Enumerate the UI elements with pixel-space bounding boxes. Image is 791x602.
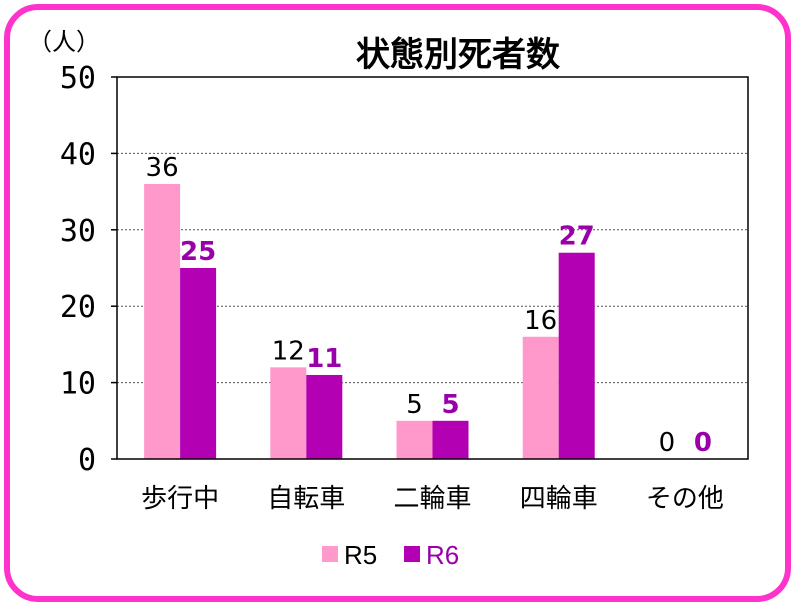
data-label-r6-3: 27 <box>559 222 595 252</box>
gridlines <box>117 152 748 384</box>
data-label-r5-4: 0 <box>659 428 676 458</box>
bar-r5-0 <box>144 183 181 459</box>
bar-r5-1 <box>270 367 307 459</box>
data-label-r6-0: 25 <box>180 237 216 267</box>
y-tick-label-0: 0 <box>78 443 96 478</box>
bar-r5-3 <box>522 336 559 459</box>
y-tick-label-2: 20 <box>60 290 96 325</box>
legend-label-r5: R5 <box>344 540 377 570</box>
plot-frame <box>116 76 749 460</box>
x-tick-label-0: 歩行中 <box>141 484 219 514</box>
y-ticks: 0 10 20 30 40 50 <box>60 61 117 478</box>
bars <box>144 183 595 459</box>
y-axis-unit: （人） <box>28 28 100 56</box>
data-label-r5-1: 12 <box>272 336 305 366</box>
data-label-r5-3: 16 <box>524 306 557 336</box>
x-tick-label-1: 自転車 <box>267 484 345 514</box>
data-label-r5-0: 36 <box>146 153 179 183</box>
data-label-r6-4: 0 <box>694 428 712 458</box>
y-tick-label-1: 10 <box>60 367 96 402</box>
bar-r5-2 <box>396 420 433 459</box>
legend-label-r6: R6 <box>426 540 459 570</box>
data-label-r6-2: 5 <box>441 390 459 420</box>
data-label-r5-2: 5 <box>406 390 423 420</box>
x-tick-label-4: その他 <box>646 484 724 514</box>
bar-r6-2 <box>432 420 469 459</box>
x-ticks: 歩行中 自転車 二輪車 四輪車 その他 <box>141 484 724 514</box>
axes <box>116 76 749 460</box>
y-tick-label-5: 50 <box>60 61 96 96</box>
chart-title: 状態別死者数 <box>356 35 560 75</box>
legend: R5 R6 <box>322 540 459 570</box>
bar-r6-3 <box>558 252 595 459</box>
data-label-r6-1: 11 <box>306 344 342 374</box>
y-tick-label-4: 40 <box>60 137 96 172</box>
legend-swatch-r6 <box>404 546 420 562</box>
legend-swatch-r5 <box>322 546 338 562</box>
y-tick-label-3: 30 <box>60 214 96 249</box>
x-tick-label-2: 二輪車 <box>393 484 471 514</box>
bar-r6-0 <box>180 268 217 459</box>
chart-frame <box>4 4 791 602</box>
data-labels: 36 25 12 11 5 5 16 27 0 0 <box>146 153 712 458</box>
bar-r6-1 <box>306 374 343 459</box>
x-tick-label-3: 四輪車 <box>520 484 598 514</box>
